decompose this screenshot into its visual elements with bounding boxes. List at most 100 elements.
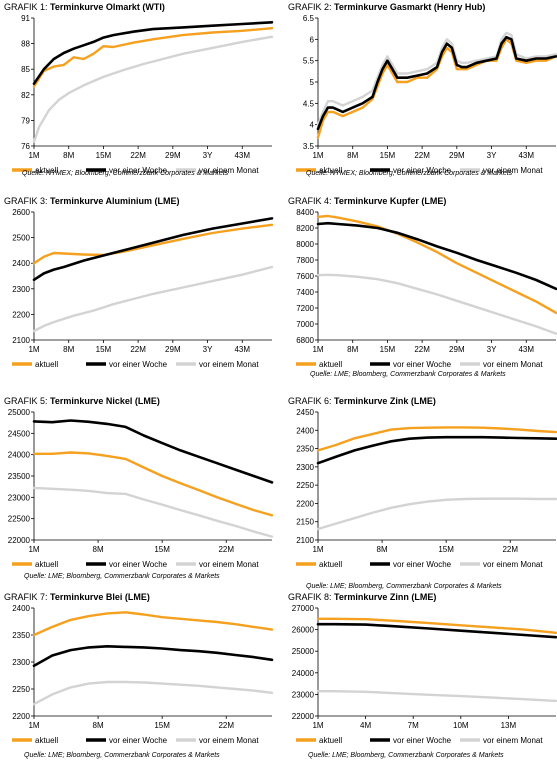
y-tick-label: 2300 — [12, 658, 30, 667]
chart-panel-6: GRAFIK 6: Terminkurve Zink (LME) 2100 215… — [288, 396, 557, 586]
series-line-monat — [32, 486, 274, 538]
source-note: Quelle: LME; Bloomberg, Commerzbank Corp… — [306, 583, 502, 590]
x-tick-label: 15M — [438, 545, 454, 554]
y-tick-label: 24000 — [292, 669, 315, 678]
y-tick-label: 4.5 — [303, 99, 315, 108]
x-tick-label: 8M — [63, 345, 74, 354]
y-tick-label: 25000 — [292, 647, 315, 656]
x-tick-label: 1M — [28, 151, 39, 160]
chart-title: GRAFIK 6: Terminkurve Zink (LME) — [288, 396, 436, 406]
series-line-aktuell — [316, 214, 557, 315]
chart-title-text: Terminkurve Zinn (LME) — [334, 592, 437, 602]
x-tick-label: 8M — [347, 345, 358, 354]
y-tick-label: 23000 — [292, 690, 315, 699]
y-tick-label: 2450 — [296, 408, 314, 417]
x-tick-label: 1M — [312, 721, 323, 730]
legend-label: aktuell — [35, 736, 58, 745]
x-tick-label: 7M — [408, 721, 419, 730]
x-tick-label: 1M — [28, 545, 39, 554]
x-tick-label: 1M — [312, 345, 323, 354]
x-tick-label: 15M — [380, 345, 396, 354]
chart-title: GRAFIK 8: Terminkurve Zinn (LME) — [288, 592, 436, 602]
y-tick-label: 2200 — [12, 712, 30, 721]
x-tick-label: 22M — [130, 151, 146, 160]
series-line-monat — [32, 680, 274, 706]
x-tick-label: 1M — [312, 545, 323, 554]
legend-label: vor einer Woche — [109, 166, 168, 175]
y-tick-label: 2400 — [12, 604, 30, 613]
series-line-monat — [316, 689, 557, 703]
legend-label: aktuell — [35, 560, 58, 569]
x-tick-label: 1M — [28, 721, 39, 730]
legend-label: aktuell — [319, 560, 342, 569]
chart-henry-hub: 3.5 4 4.5 5 5.5 6 6.5 1M 8M 15M 22M 29M 3Y 43M aktuell… — [296, 14, 557, 175]
y-tick-label: 91 — [21, 14, 30, 23]
x-tick-label: 22M — [414, 345, 430, 354]
y-tick-label: 7000 — [296, 320, 314, 329]
y-tick-label: 2200 — [12, 310, 30, 319]
series-line-monat — [32, 265, 274, 333]
chart-number: GRAFIK 3: — [4, 196, 48, 206]
chart-aluminium: 2100 2200 2300 2400 2500 2600 1M 8M 15M 22M 29M 3Y 4… — [12, 208, 274, 369]
x-tick-label: 43M — [234, 151, 250, 160]
series-line-aktuell — [316, 617, 557, 634]
series-line-aktuell — [32, 451, 274, 517]
series-line-monat — [316, 497, 557, 531]
x-tick-label: 43M — [234, 345, 250, 354]
x-tick-label: 22M — [502, 545, 518, 554]
x-tick-label: 10M — [453, 721, 469, 730]
y-tick-label: 5 — [310, 78, 315, 87]
x-tick-label: 8M — [93, 721, 104, 730]
y-tick-label: 2600 — [12, 208, 30, 217]
chart-title: GRAFIK 7: Terminkurve Blei (LME) — [4, 592, 150, 602]
chart-title-text: Terminkurve Aluminium (LME) — [50, 196, 180, 206]
legend-label: vor einem Monat — [199, 736, 259, 745]
x-tick-label: 8M — [93, 545, 104, 554]
x-tick-label: 8M — [377, 545, 388, 554]
y-tick-label: 2150 — [296, 518, 314, 527]
chart-blei: 2200 2250 2300 2350 2400 1M 8M 15M 22M aktuell vor… — [12, 604, 274, 745]
y-tick-label: 82 — [21, 91, 30, 100]
series-line-aktuell — [32, 611, 274, 637]
x-tick-label: 15M — [154, 721, 170, 730]
x-tick-label: 29M — [165, 345, 181, 354]
chart-title: GRAFIK 5: Terminkurve Nickel (LME) — [4, 396, 160, 406]
x-tick-label: 29M — [449, 345, 465, 354]
x-tick-label: 15M — [96, 151, 112, 160]
chart-panel-8: GRAFIK 8: Terminkurve Zinn (LME) 22000 23… — [288, 592, 557, 782]
y-tick-label: 2300 — [296, 463, 314, 472]
chart-panel-2: GRAFIK 2: Terminkurve Gasmarkt (Henry Hu… — [288, 2, 557, 192]
series-line-monat — [316, 273, 557, 335]
y-tick-label: 24500 — [8, 429, 31, 438]
chart-panel-1: GRAFIK 1: Terminkurve Olmarkt (WTI) 76 79… — [4, 2, 274, 192]
chart-wti: 76 79 82 85 88 91 1M 8M 15M 22M 29M 3Y 43M aktuell vor… — [12, 14, 274, 175]
chart-title: GRAFIK 4: Terminkurve Kupfer (LME) — [288, 196, 446, 206]
source-note: Quelle: LME; Bloomberg, Commerzbank Corp… — [24, 573, 220, 580]
legend-label: vor einem Monat — [199, 560, 259, 569]
x-tick-label: 8M — [63, 151, 74, 160]
x-tick-label: 15M — [380, 151, 396, 160]
y-tick-label: 2400 — [12, 259, 30, 268]
y-tick-label: 7200 — [296, 304, 314, 313]
chart-panel-5: GRAFIK 5: Terminkurve Nickel (LME) 22000… — [4, 396, 274, 586]
chart-title-text: Terminkurve Kupfer (LME) — [334, 196, 447, 206]
y-tick-label: 2300 — [12, 285, 30, 294]
x-tick-label: 3Y — [203, 151, 213, 160]
chart-number: GRAFIK 1: — [4, 2, 48, 12]
y-tick-label: 88 — [21, 40, 30, 49]
x-tick-label: 29M — [165, 151, 181, 160]
chart-number: GRAFIK 5: — [4, 396, 48, 406]
y-tick-label: 7800 — [296, 256, 314, 265]
x-tick-label: 3Y — [487, 151, 497, 160]
y-tick-label: 3.5 — [303, 142, 315, 151]
y-tick-label: 5.5 — [303, 57, 315, 66]
legend-label: vor einer Woche — [109, 736, 168, 745]
source-note: Quelle: NYMEX; Bloomberg, Commerzbank Co… — [306, 170, 513, 177]
chart-nickel: 22000 22500 23000 23500 24000 24500 25000 1M 8M 1… — [8, 408, 274, 569]
y-tick-label: 85 — [21, 65, 30, 74]
y-tick-label: 76 — [21, 142, 30, 151]
y-tick-label: 2100 — [12, 336, 30, 345]
chart-title-text: Terminkurve Nickel (LME) — [50, 396, 160, 406]
y-tick-label: 6800 — [296, 336, 314, 345]
legend-label: aktuell — [319, 736, 342, 745]
